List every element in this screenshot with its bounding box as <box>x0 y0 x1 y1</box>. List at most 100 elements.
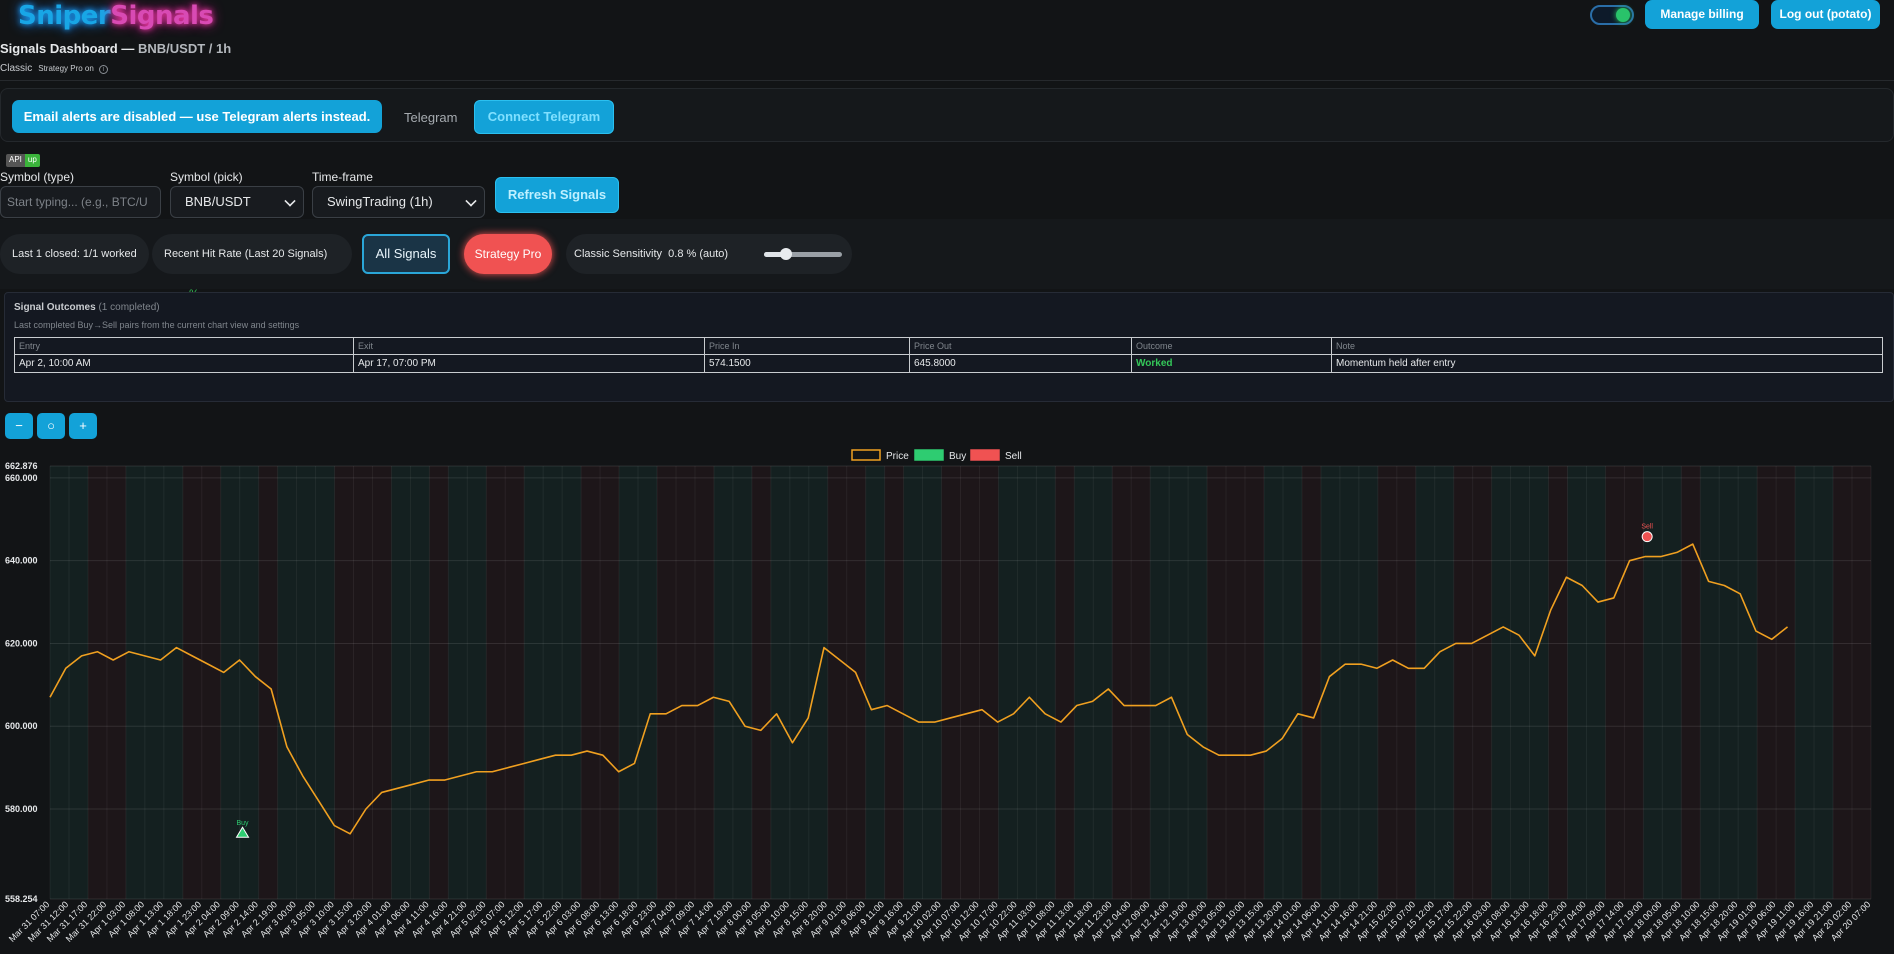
regime-band <box>1795 466 1815 899</box>
regime-band <box>1548 466 1568 899</box>
y-tick-label: 660.000 <box>5 473 38 483</box>
regime-band <box>467 466 487 899</box>
regime-band <box>1245 466 1264 899</box>
sensitivity-slider[interactable] <box>764 248 842 260</box>
regime-band <box>960 466 980 899</box>
page-title: Signals Dashboard — BNB/USDT / 1h <box>0 41 231 56</box>
chart-background <box>0 442 1894 954</box>
regime-band <box>1833 466 1853 899</box>
legend-label: Price <box>886 451 909 462</box>
y-tick-label: 600.000 <box>5 721 38 731</box>
refresh-signals-button[interactable]: Refresh Signals <box>495 177 619 213</box>
brand-logo[interactable]: SniperSignals <box>18 1 214 31</box>
api-key-label: API <box>6 154 25 167</box>
slider-thumb[interactable] <box>779 248 792 260</box>
email-alert-notice[interactable]: Email alerts are disabled — use Telegram… <box>12 100 382 133</box>
price-chart[interactable]: 662.876 660.000 640.000 620.000 600.000 580.0… <box>0 442 1894 954</box>
regime-band <box>1169 466 1189 899</box>
table-header-row: Entry Exit Price In Price Out Outcome No… <box>14 337 1883 355</box>
regime-band <box>922 466 942 899</box>
regime-band <box>1814 466 1834 899</box>
timeframe-select[interactable]: SwingTrading (1h) <box>312 186 485 218</box>
strategy-pro-button[interactable]: Strategy Pro <box>464 234 552 274</box>
regime-band <box>1055 466 1075 899</box>
outcomes-table: Entry Exit Price In Price Out Outcome No… <box>14 337 1883 373</box>
regime-band <box>713 466 733 899</box>
info-icon[interactable]: i <box>98 65 108 74</box>
regime-band <box>1188 466 1208 899</box>
regime-band <box>1226 466 1246 899</box>
regime-band <box>182 466 202 899</box>
regime-band <box>941 466 961 899</box>
regime-band <box>1643 466 1663 899</box>
hit-rate-pill: Recent Hit Rate (Last 20 Signals) — —% <box>152 234 352 300</box>
regime-band <box>1264 466 1283 899</box>
toggle-knob <box>1616 8 1630 22</box>
regime-band <box>391 466 411 899</box>
connect-telegram-button[interactable]: Connect Telegram <box>474 100 614 134</box>
cell-outcome: Worked <box>1131 354 1332 373</box>
col-price-in: Price In <box>704 337 910 355</box>
regime-band <box>1453 466 1473 899</box>
logo-part-1: Sniper <box>18 1 111 31</box>
regime-band <box>258 466 278 899</box>
zoom-reset-button[interactable]: ○ <box>37 413 65 439</box>
legend-label: Sell <box>1005 451 1022 462</box>
legend-swatch <box>970 449 1000 461</box>
regime-band <box>1567 466 1587 899</box>
mode-label: Classic <box>0 63 33 74</box>
symbol-pick-select[interactable]: BNB/USDT <box>170 186 304 218</box>
symbol-type-input[interactable]: Start typing... (e.g., BTC/U <box>0 186 161 218</box>
theme-toggle[interactable] <box>1590 5 1634 25</box>
regime-band <box>827 466 847 899</box>
symbol-pick-value: BNB/USDT <box>185 194 251 209</box>
regime-band <box>600 466 620 899</box>
regime-band <box>486 466 506 899</box>
regime-band <box>1415 466 1435 899</box>
api-status-badge: API up <box>6 154 40 167</box>
regime-band <box>1605 466 1625 899</box>
all-signals-button[interactable]: All Signals <box>362 234 450 274</box>
regime-band <box>1339 466 1359 899</box>
regime-band <box>410 466 430 899</box>
buy-signal-label: Buy <box>237 820 250 827</box>
regime-band <box>125 466 145 899</box>
col-entry: Entry <box>14 337 354 355</box>
regime-band <box>1434 466 1454 899</box>
zoom-in-button[interactable]: + <box>69 413 97 439</box>
col-price-out: Price Out <box>909 337 1132 355</box>
regime-band <box>1700 466 1720 899</box>
title-symbol: BNB/USDT / 1h <box>138 41 232 56</box>
regime-band <box>1017 466 1037 899</box>
regime-band <box>1719 466 1739 899</box>
regime-band <box>751 466 771 899</box>
legend-swatch <box>914 449 944 461</box>
regime-band <box>87 466 107 899</box>
regime-band <box>144 466 164 899</box>
regime-band <box>1586 466 1606 899</box>
divider <box>0 80 1894 81</box>
regime-band <box>68 466 88 899</box>
zoom-out-button[interactable]: − <box>5 413 33 439</box>
timeframe-value: SwingTrading (1h) <box>327 194 433 209</box>
outcomes-count: (1 completed) <box>98 302 160 313</box>
regime-band <box>884 466 904 899</box>
symbol-type-label: Symbol (type) <box>0 170 75 184</box>
col-exit: Exit <box>353 337 705 355</box>
col-outcome: Outcome <box>1131 337 1332 355</box>
regime-band <box>239 466 259 899</box>
regime-band <box>296 466 316 899</box>
regime-band <box>448 466 468 899</box>
sensitivity-value: 0.8 % (auto) <box>668 248 729 260</box>
logout-button[interactable]: Log out (potato) <box>1771 0 1880 29</box>
regime-band <box>675 466 695 899</box>
top-bar: SniperSignals Manage billing Log out (po… <box>0 0 1894 36</box>
cell-exit: Apr 17, 07:00 PM <box>353 354 705 373</box>
regime-band <box>903 466 923 899</box>
regime-band <box>543 466 563 899</box>
regime-band <box>1396 466 1416 899</box>
api-status-value: up <box>24 154 40 167</box>
manage-billing-button[interactable]: Manage billing <box>1645 0 1759 29</box>
cell-entry: Apr 2, 10:00 AM <box>14 354 354 373</box>
regime-band <box>1207 466 1227 899</box>
